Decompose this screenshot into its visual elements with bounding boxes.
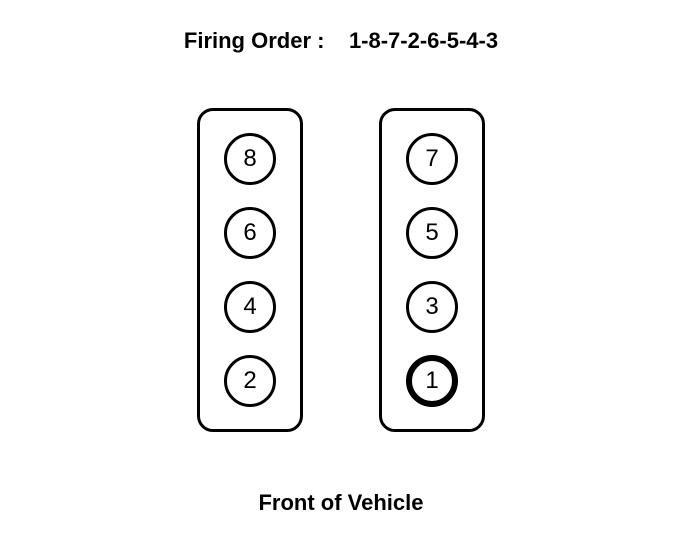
cylinder-number: 8 [243, 145, 256, 173]
cylinder: 7 [406, 133, 458, 185]
cylinder: 8 [224, 133, 276, 185]
right-bank: 7 5 3 1 [379, 108, 485, 432]
cylinder-banks: 8 6 4 2 7 5 3 1 [0, 108, 682, 432]
cylinder: 5 [406, 207, 458, 259]
cylinder-primary: 1 [406, 355, 458, 407]
cylinder-number: 1 [425, 367, 438, 395]
cylinder: 4 [224, 281, 276, 333]
cylinder-number: 4 [243, 293, 256, 321]
left-bank: 8 6 4 2 [197, 108, 303, 432]
cylinder-number: 5 [425, 219, 438, 247]
front-of-vehicle-caption: Front of Vehicle [0, 490, 682, 516]
firing-order-sequence: 1-8-7-2-6-5-4-3 [349, 28, 498, 53]
cylinder: 2 [224, 355, 276, 407]
cylinder-number: 6 [243, 219, 256, 247]
cylinder-number: 2 [243, 367, 256, 395]
firing-order-label: Firing Order : [184, 28, 325, 53]
cylinder: 6 [224, 207, 276, 259]
firing-order-title: Firing Order : 1-8-7-2-6-5-4-3 [0, 28, 682, 54]
cylinder-number: 3 [425, 293, 438, 321]
cylinder-number: 7 [425, 145, 438, 173]
caption-text: Front of Vehicle [258, 490, 423, 515]
cylinder: 3 [406, 281, 458, 333]
